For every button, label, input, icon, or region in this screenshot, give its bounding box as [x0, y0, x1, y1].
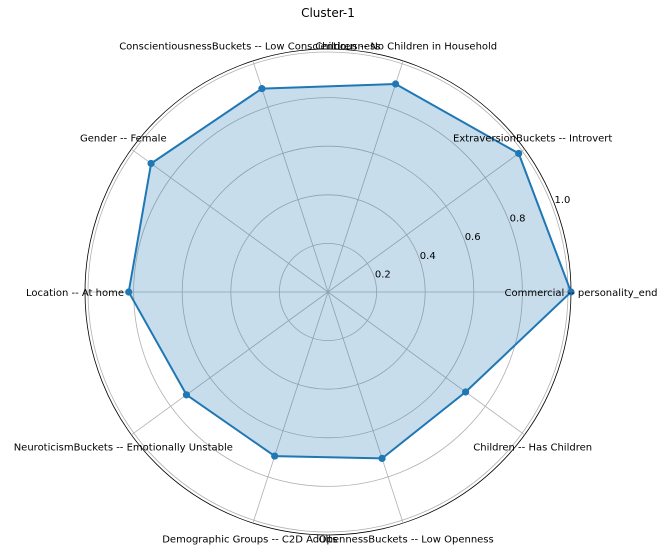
radial-tick-label: 0.8 [510, 214, 526, 225]
data-point [147, 159, 155, 168]
spoke-line [131, 291, 329, 436]
data-point [125, 288, 133, 296]
label-layer: 0.2 0.4 0.6 0.8 1.0 Commercial -- personality… [14, 41, 658, 545]
category-label: ConscientiousnessBuckets -- Low Conscien… [119, 41, 380, 52]
data-point [567, 288, 575, 296]
category-label: NeuroticismBuckets -- Emotionally Unstab… [14, 443, 233, 454]
data-point [258, 85, 266, 93]
category-label: OpennessBuckets -- Low Openness [319, 535, 494, 546]
radial-tick-label: 0.4 [420, 251, 436, 262]
spoke-line [252, 291, 329, 524]
data-point [378, 454, 386, 462]
data-point [391, 80, 400, 88]
category-label: Demographic Groups -- C2D Adults [162, 535, 337, 546]
category-label: Children -- No Children in Household [315, 41, 497, 52]
data-point [182, 391, 191, 399]
series-area [128, 84, 571, 459]
spoke-line [327, 291, 404, 524]
data-point [271, 452, 279, 460]
category-label: Commercial -- personality_end [504, 288, 657, 299]
spoke-line [327, 291, 525, 436]
spoke-line [327, 148, 525, 293]
spoke-line [327, 60, 404, 293]
spoke-line [131, 148, 329, 293]
radial-tick-label: 0.6 [465, 232, 481, 243]
data-point [462, 388, 470, 396]
chart-title: Cluster-1 [301, 6, 355, 20]
spoke-line [252, 60, 329, 293]
category-label: Children -- Has Children [473, 443, 592, 454]
area-layer [125, 80, 575, 462]
category-label: Location -- At home [26, 288, 124, 299]
data-point [515, 149, 523, 158]
category-label: Gender -- Female [80, 133, 167, 144]
radial-tick-label: 0.2 [375, 269, 391, 280]
radial-tick-label: 1.0 [555, 195, 571, 206]
category-label: ExtraversionBuckets -- Introvert [453, 133, 612, 144]
